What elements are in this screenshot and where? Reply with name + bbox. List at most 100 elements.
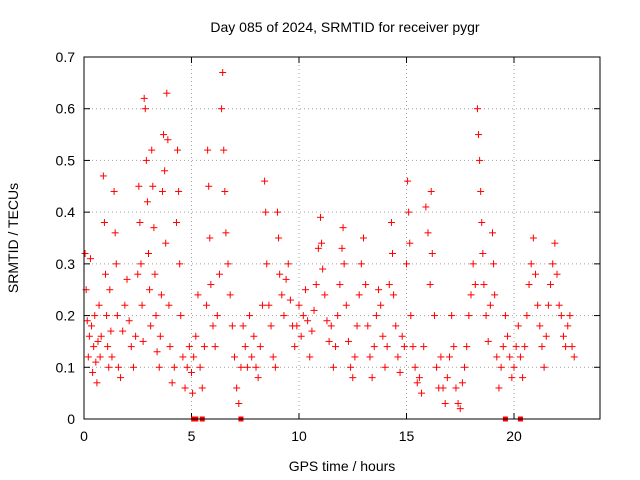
data-point <box>85 332 93 340</box>
data-point <box>471 281 479 289</box>
x-tick-label: 5 <box>188 428 196 444</box>
data-point <box>150 224 158 232</box>
data-point <box>177 312 185 320</box>
data-point <box>422 203 430 211</box>
data-point <box>566 312 574 320</box>
data-point <box>310 306 318 314</box>
data-point <box>252 363 260 371</box>
data-point <box>446 353 453 361</box>
data-point <box>132 332 140 340</box>
data-point <box>437 353 445 361</box>
y-tick-label: 0.5 <box>56 152 76 168</box>
data-point <box>351 353 359 361</box>
data-point <box>532 270 539 278</box>
data-point <box>248 353 256 361</box>
data-point <box>342 301 350 309</box>
data-point <box>465 312 473 320</box>
data-point <box>549 260 557 268</box>
data-point <box>151 270 159 278</box>
data-point <box>506 353 514 361</box>
data-point <box>221 187 229 195</box>
data-point <box>160 131 168 139</box>
data-point <box>407 312 415 320</box>
data-point <box>211 343 219 351</box>
y-tick-label: 0.4 <box>56 204 76 220</box>
data-point <box>443 374 451 382</box>
data-point <box>390 291 398 299</box>
data-point <box>476 156 484 164</box>
y-tick-label: 0.3 <box>56 256 76 272</box>
data-point <box>204 146 212 154</box>
data-point <box>479 250 487 258</box>
data-point <box>192 332 200 340</box>
data-point <box>383 343 391 351</box>
data-point <box>439 384 447 392</box>
data-point <box>215 270 223 278</box>
data-point <box>106 286 114 294</box>
y-axis-label: SRMTID / TECUs <box>5 183 21 293</box>
data-point <box>265 301 273 309</box>
data-point <box>286 296 294 304</box>
data-point <box>172 218 180 226</box>
data-point <box>278 291 286 299</box>
data-point <box>239 322 247 330</box>
data-point <box>424 229 432 237</box>
data-point <box>241 343 249 351</box>
data-point <box>96 353 104 361</box>
data-point <box>284 260 292 268</box>
data-point <box>364 322 372 330</box>
data-point <box>377 301 385 309</box>
data-point <box>398 332 406 340</box>
data-point <box>344 337 352 345</box>
data-point <box>179 353 187 361</box>
data-point <box>269 353 277 361</box>
data-point <box>280 312 288 320</box>
data-point <box>519 374 527 382</box>
data-point <box>353 322 361 330</box>
data-point <box>220 146 228 154</box>
x-axis-label: GPS time / hours <box>289 458 396 474</box>
data-point <box>254 374 262 382</box>
data-point <box>113 312 121 320</box>
data-point <box>396 368 404 376</box>
data-point <box>181 384 189 392</box>
data-point <box>81 250 89 258</box>
x-tick-label: 0 <box>80 428 88 444</box>
data-point <box>94 337 102 345</box>
data-point <box>490 260 498 268</box>
data-point <box>196 363 204 371</box>
data-point <box>534 301 542 309</box>
data-point <box>138 301 146 309</box>
data-point <box>454 399 462 407</box>
data-point <box>553 270 561 278</box>
data-point <box>92 358 100 366</box>
data-point <box>233 384 241 392</box>
data-point <box>235 399 243 407</box>
data-point <box>134 270 142 278</box>
data-point <box>198 384 206 392</box>
data-point <box>318 239 326 247</box>
data-point <box>406 239 414 247</box>
x-tick-label: 10 <box>291 428 307 444</box>
data-point <box>174 146 182 154</box>
data-point <box>145 250 152 258</box>
data-point <box>338 244 346 252</box>
data-point <box>557 312 565 320</box>
data-point <box>482 312 490 320</box>
data-point <box>243 363 251 371</box>
data-point <box>415 374 423 382</box>
data-point <box>152 312 160 320</box>
data-point <box>111 229 119 237</box>
data-point <box>162 239 170 247</box>
data-point <box>501 312 509 320</box>
data-point <box>327 322 335 330</box>
data-point <box>491 291 499 299</box>
data-point <box>394 353 402 361</box>
data-point <box>538 343 546 351</box>
data-point <box>536 322 544 330</box>
data-point <box>117 374 125 382</box>
data-point <box>267 322 275 330</box>
data-point <box>185 343 193 351</box>
data-point <box>89 368 97 376</box>
data-point <box>103 312 111 320</box>
